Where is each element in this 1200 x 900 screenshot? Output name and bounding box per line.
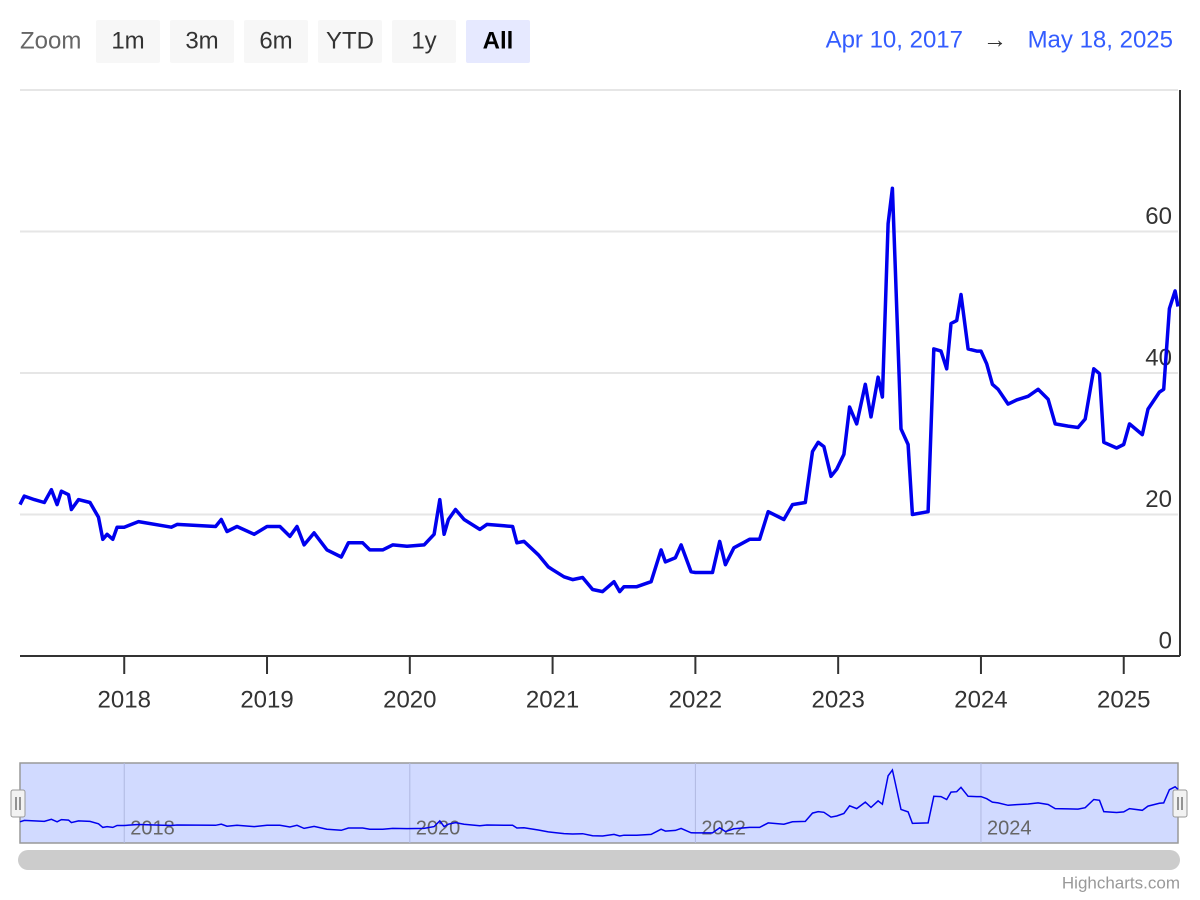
- zoom-button[interactable]: [392, 20, 456, 63]
- zoom-button[interactable]: [318, 20, 382, 63]
- scrollbar[interactable]: [18, 850, 1180, 870]
- date-to[interactable]: May 18, 2025: [1028, 26, 1173, 53]
- zoom-button-label[interactable]: 1m: [111, 27, 144, 54]
- navigator-tick-label: 2022: [701, 817, 746, 839]
- y-tick-label: 0: [1159, 627, 1172, 654]
- x-tick-label: 2019: [240, 686, 293, 713]
- x-tick-label: 2018: [98, 686, 151, 713]
- zoom-button[interactable]: [466, 20, 530, 63]
- x-tick-label: 2020: [383, 686, 436, 713]
- x-tick-label: 2022: [669, 686, 722, 713]
- x-tick-label: 2024: [954, 686, 1007, 713]
- navigator-handle[interactable]: [10, 789, 26, 818]
- zoom-button[interactable]: [96, 20, 160, 63]
- navigator-handle[interactable]: [1172, 789, 1188, 818]
- x-tick-label: 2021: [526, 686, 579, 713]
- navigator-line: [19, 768, 1179, 837]
- navigator-tick-label: 2020: [416, 817, 461, 839]
- zoom-button-label[interactable]: All: [483, 27, 514, 54]
- y-tick-label: 20: [1145, 486, 1172, 513]
- zoom-button-label[interactable]: 1y: [411, 27, 436, 54]
- zoom-button-label[interactable]: 6m: [259, 27, 292, 54]
- x-tick-label: 2023: [811, 686, 864, 713]
- navigator-tick-label: 2024: [987, 817, 1031, 839]
- zoom-button-label[interactable]: 3m: [185, 27, 218, 54]
- zoom-button-label[interactable]: YTD: [326, 27, 374, 54]
- zoom-button[interactable]: [170, 20, 234, 63]
- navigator-tick-label: 2018: [130, 817, 175, 839]
- x-tick-label: 2025: [1097, 686, 1150, 713]
- date-from[interactable]: Apr 10, 2017: [826, 26, 963, 53]
- navigator-mask: [19, 762, 1179, 844]
- zoom-label: Zoom: [20, 27, 81, 54]
- price-line: [18, 186, 1180, 594]
- credits[interactable]: Highcharts.com: [1062, 873, 1180, 892]
- y-tick-label: 60: [1145, 203, 1172, 230]
- zoom-button[interactable]: [244, 20, 308, 63]
- date-arrow: →: [983, 26, 1007, 53]
